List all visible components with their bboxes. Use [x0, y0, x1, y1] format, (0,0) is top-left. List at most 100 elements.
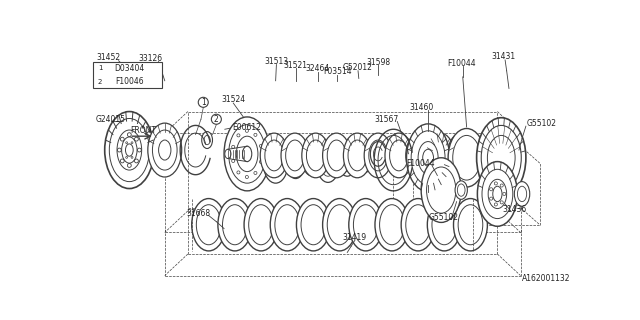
Ellipse shape	[122, 137, 137, 163]
Ellipse shape	[428, 198, 461, 251]
Ellipse shape	[401, 198, 435, 251]
Ellipse shape	[426, 133, 454, 178]
Text: F10046: F10046	[115, 77, 143, 86]
Ellipse shape	[301, 205, 326, 245]
Text: 32464: 32464	[306, 64, 330, 73]
Ellipse shape	[327, 140, 346, 171]
Text: 31567: 31567	[374, 115, 399, 124]
Ellipse shape	[369, 140, 387, 171]
Ellipse shape	[339, 150, 356, 176]
Ellipse shape	[358, 151, 372, 172]
Ellipse shape	[105, 112, 154, 188]
Ellipse shape	[285, 140, 304, 171]
Ellipse shape	[291, 153, 301, 173]
Ellipse shape	[125, 144, 133, 156]
Ellipse shape	[488, 135, 515, 180]
Ellipse shape	[406, 205, 431, 245]
Text: 31521: 31521	[284, 61, 308, 70]
Ellipse shape	[427, 167, 456, 213]
Ellipse shape	[454, 198, 488, 251]
Ellipse shape	[296, 198, 330, 251]
Ellipse shape	[263, 143, 288, 183]
Ellipse shape	[380, 205, 404, 245]
Text: FRONT: FRONT	[130, 126, 156, 135]
Ellipse shape	[477, 118, 526, 198]
Ellipse shape	[323, 133, 350, 178]
Ellipse shape	[249, 205, 273, 245]
Ellipse shape	[344, 133, 371, 178]
Text: 31513: 31513	[264, 57, 289, 66]
Ellipse shape	[244, 198, 278, 251]
Ellipse shape	[515, 182, 530, 206]
Ellipse shape	[307, 140, 325, 171]
Ellipse shape	[431, 140, 450, 171]
Ellipse shape	[481, 125, 521, 190]
Ellipse shape	[421, 158, 461, 222]
Text: 31460: 31460	[409, 103, 433, 112]
Ellipse shape	[406, 124, 450, 192]
Ellipse shape	[228, 124, 266, 183]
Ellipse shape	[275, 205, 300, 245]
Ellipse shape	[148, 123, 182, 177]
Ellipse shape	[327, 205, 352, 245]
Text: 33126: 33126	[139, 54, 163, 63]
Ellipse shape	[493, 186, 502, 202]
Ellipse shape	[268, 151, 284, 175]
Text: 1: 1	[98, 65, 102, 71]
Ellipse shape	[361, 155, 369, 169]
Ellipse shape	[223, 205, 247, 245]
Text: G55102: G55102	[527, 119, 557, 128]
Ellipse shape	[411, 131, 445, 185]
Ellipse shape	[385, 133, 413, 178]
Text: E00612: E00612	[232, 123, 261, 132]
Text: 31436: 31436	[502, 205, 527, 214]
Ellipse shape	[224, 117, 270, 191]
Ellipse shape	[152, 130, 177, 170]
Ellipse shape	[452, 140, 470, 171]
Ellipse shape	[342, 155, 353, 172]
Ellipse shape	[458, 205, 483, 245]
Ellipse shape	[353, 205, 378, 245]
Ellipse shape	[196, 205, 221, 245]
Text: 31668: 31668	[187, 209, 211, 218]
Ellipse shape	[323, 198, 356, 251]
Text: 2: 2	[98, 78, 102, 84]
Ellipse shape	[281, 133, 308, 178]
Ellipse shape	[447, 133, 475, 178]
Ellipse shape	[265, 140, 284, 171]
Text: G55102: G55102	[429, 212, 458, 221]
Text: A162001132: A162001132	[522, 274, 570, 283]
Ellipse shape	[192, 198, 225, 251]
Ellipse shape	[287, 148, 305, 179]
Text: 31524: 31524	[221, 95, 245, 105]
Text: 2: 2	[214, 115, 219, 124]
Ellipse shape	[349, 198, 383, 251]
Ellipse shape	[302, 133, 330, 178]
Text: F10044: F10044	[406, 159, 435, 168]
Ellipse shape	[260, 133, 288, 178]
Text: 31452: 31452	[97, 53, 120, 62]
Ellipse shape	[109, 118, 149, 182]
Ellipse shape	[418, 141, 438, 174]
Ellipse shape	[202, 132, 212, 148]
Text: 31419: 31419	[343, 233, 367, 242]
Text: 1: 1	[201, 98, 205, 107]
Ellipse shape	[303, 151, 319, 175]
Ellipse shape	[218, 198, 252, 251]
Ellipse shape	[482, 169, 513, 219]
Text: G52012: G52012	[343, 63, 373, 72]
Text: F10044: F10044	[447, 59, 476, 68]
Ellipse shape	[159, 140, 171, 160]
Ellipse shape	[422, 149, 433, 166]
Ellipse shape	[117, 130, 141, 170]
Ellipse shape	[455, 181, 467, 199]
Ellipse shape	[348, 140, 367, 171]
Ellipse shape	[375, 198, 409, 251]
Text: 31431: 31431	[492, 52, 516, 61]
Ellipse shape	[390, 140, 408, 171]
Ellipse shape	[448, 129, 485, 187]
Text: F03514: F03514	[323, 67, 351, 76]
Ellipse shape	[452, 135, 481, 180]
Ellipse shape	[321, 155, 335, 176]
Ellipse shape	[243, 146, 252, 162]
